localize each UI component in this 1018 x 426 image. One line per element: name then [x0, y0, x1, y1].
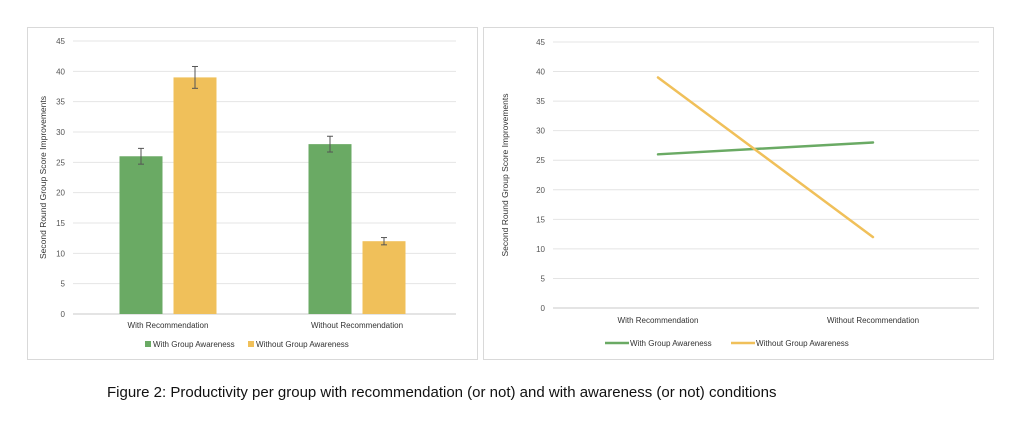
figure-caption: Figure 2: Productivity per group with re…: [107, 384, 777, 401]
y-tick-label: 45: [536, 38, 545, 47]
y-tick-label: 5: [541, 274, 546, 283]
bar: [308, 144, 352, 314]
x-category-label: Without Recommendation: [311, 321, 403, 330]
y-tick-label: 25: [536, 156, 545, 165]
y-tick-label: 40: [56, 67, 65, 76]
y-tick-label: 0: [541, 304, 546, 313]
y-tick-label: 25: [56, 158, 65, 167]
y-axis-label: Second Round Group Score Improvements: [500, 93, 510, 256]
line-chart-panel: 0 5 10 15 20 25 30 35 40 45 Second Round Group Sco…: [483, 27, 994, 360]
y-tick-label: 45: [56, 37, 65, 46]
series-line: [656, 76, 875, 239]
y-tick-label: 30: [56, 128, 65, 137]
legend-label: With Group Awareness: [153, 340, 235, 349]
x-category-label: With Recommendation: [618, 316, 699, 325]
series-line: [656, 141, 875, 156]
x-category-label: Without Recommendation: [827, 316, 919, 325]
y-tick-label: 15: [536, 215, 545, 224]
legend-swatch: [248, 341, 254, 347]
legend-swatch: [145, 341, 151, 347]
bar-chart-panel: 0 5 10 15 20 25 30 35 40 45 Second Round Group Sco…: [27, 27, 478, 360]
bar: [119, 156, 163, 314]
legend-label: Without Group Awareness: [256, 340, 349, 349]
legend-label: Without Group Awareness: [756, 339, 849, 348]
y-tick-label: 35: [536, 97, 545, 106]
bar-chart: 0 5 10 15 20 25 30 35 40 45 Second Round Group Sco…: [38, 37, 456, 349]
line-chart: 0 5 10 15 20 25 30 35 40 45 Second Round Group Sco…: [500, 38, 979, 348]
legend-label: With Group Awareness: [630, 339, 712, 348]
bar: [362, 241, 406, 314]
y-tick-label: 5: [61, 280, 66, 289]
y-tick-label: 0: [61, 310, 66, 319]
y-tick-label: 30: [536, 127, 545, 136]
y-tick-label: 20: [536, 186, 545, 195]
bar: [173, 77, 217, 315]
y-tick-label: 40: [536, 68, 545, 77]
y-tick-label: 35: [56, 98, 65, 107]
y-axis-label: Second Round Group Score Improvements: [38, 96, 48, 259]
y-tick-label: 10: [536, 245, 545, 254]
x-category-label: With Recommendation: [128, 321, 209, 330]
y-tick-label: 20: [56, 189, 65, 198]
y-tick-label: 15: [56, 219, 65, 228]
y-tick-label: 10: [56, 249, 65, 258]
